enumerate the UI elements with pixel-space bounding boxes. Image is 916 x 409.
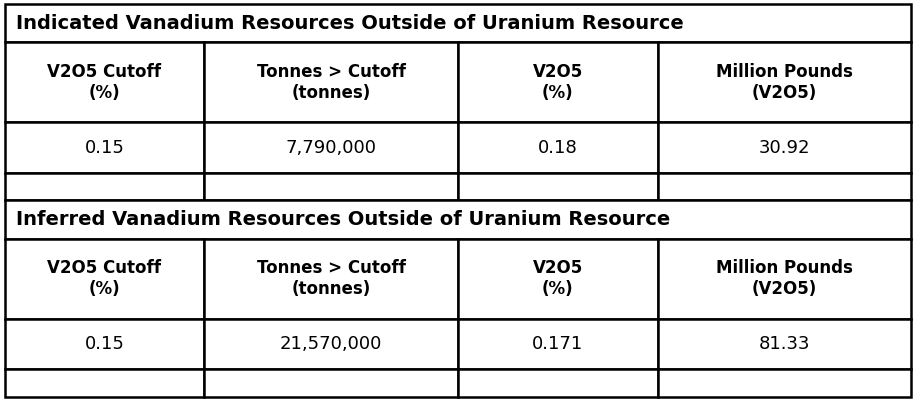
Text: 7,790,000: 7,790,000 — [286, 139, 376, 157]
Text: V2O5
(%): V2O5 (%) — [532, 259, 583, 298]
Text: 0.15: 0.15 — [84, 139, 125, 157]
Bar — [204, 122, 458, 173]
Bar — [204, 238, 458, 319]
Text: 0.15: 0.15 — [84, 335, 125, 353]
Bar — [5, 369, 204, 397]
Text: 0.171: 0.171 — [532, 335, 583, 353]
Bar — [658, 369, 911, 397]
Bar — [658, 122, 911, 173]
Bar — [204, 173, 458, 200]
Text: V2O5 Cutoff
(%): V2O5 Cutoff (%) — [48, 259, 161, 298]
Bar — [658, 173, 911, 200]
Bar — [658, 319, 911, 369]
Bar — [5, 200, 911, 238]
Bar — [458, 238, 658, 319]
Text: Million Pounds
(V2O5): Million Pounds (V2O5) — [716, 259, 853, 298]
Text: V2O5
(%): V2O5 (%) — [532, 63, 583, 102]
Text: V2O5 Cutoff
(%): V2O5 Cutoff (%) — [48, 63, 161, 102]
Text: 30.92: 30.92 — [758, 139, 811, 157]
Bar — [5, 42, 204, 122]
Text: Tonnes > Cutoff
(tonnes): Tonnes > Cutoff (tonnes) — [256, 63, 406, 102]
Bar — [5, 238, 204, 319]
Text: 81.33: 81.33 — [758, 335, 811, 353]
Bar — [5, 319, 204, 369]
Bar — [5, 4, 911, 42]
Bar — [5, 173, 204, 200]
Bar — [658, 42, 911, 122]
Bar — [5, 122, 204, 173]
Text: 21,570,000: 21,570,000 — [280, 335, 382, 353]
Bar — [458, 319, 658, 369]
Bar — [204, 319, 458, 369]
Bar — [458, 369, 658, 397]
Bar — [458, 122, 658, 173]
Text: 0.18: 0.18 — [538, 139, 578, 157]
Text: Tonnes > Cutoff
(tonnes): Tonnes > Cutoff (tonnes) — [256, 259, 406, 298]
Bar — [458, 42, 658, 122]
Text: Inferred Vanadium Resources Outside of Uranium Resource: Inferred Vanadium Resources Outside of U… — [16, 210, 670, 229]
Text: Million Pounds
(V2O5): Million Pounds (V2O5) — [716, 63, 853, 102]
Bar — [204, 42, 458, 122]
Bar — [658, 238, 911, 319]
Text: Indicated Vanadium Resources Outside of Uranium Resource: Indicated Vanadium Resources Outside of … — [16, 13, 683, 33]
Bar — [458, 173, 658, 200]
Bar — [204, 369, 458, 397]
